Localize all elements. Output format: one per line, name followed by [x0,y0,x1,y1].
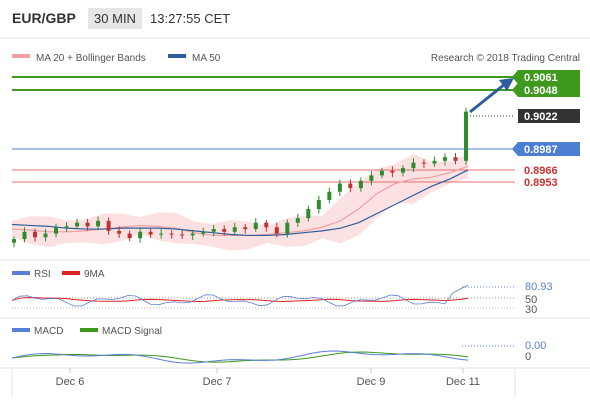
macd-signal-line [11,351,469,363]
macd-legend-label: MACD [34,326,63,337]
candle-body [358,180,363,189]
x-tick-label: Dec 6 [56,376,85,388]
ma50-legend-label: MA 50 [192,53,221,64]
price-level-pivot: 0.8987 [524,144,558,156]
candle-body [453,157,458,161]
candle-body [12,239,16,243]
candle-body [54,227,59,234]
candle-body [243,227,248,230]
candle-body [327,191,332,200]
rsi-tick-30: 30 [525,304,537,316]
ma50-legend-swatch [168,54,186,58]
candle-body [75,222,80,227]
pivot-label-box [518,142,580,156]
macd-tick-0: 0 [525,351,531,363]
candle-body [117,230,122,234]
candle-body [390,170,395,173]
candle-body [432,160,437,164]
rsi-legend-swatch [12,271,30,275]
price-level-support: 0.8953 [524,177,558,189]
x-tick-label: Dec 7 [203,376,232,388]
candle-body [369,175,374,181]
macd-legend-swatch [12,328,30,332]
macd-plot [11,345,515,364]
candle-body [379,170,384,176]
macd-line [11,350,469,364]
interval-badge [88,8,142,29]
candle-body [64,226,69,228]
candle-body [285,222,290,234]
macd-value: 0.00 [525,340,546,352]
candle-body [337,183,342,192]
candle-body [442,157,447,161]
candle-body [33,231,38,238]
candle-body [180,234,185,236]
macd-signal-legend-swatch [80,328,98,332]
candle-body [159,233,164,235]
current-label-box [518,109,580,123]
candle-body [106,220,111,231]
interval-label: 30 MIN [94,11,136,26]
credit-text: Research © 2018 Trading Central [431,53,580,64]
candle-body [264,222,269,228]
price-level-support: 0.8966 [524,165,558,177]
candlesticks [12,107,468,248]
resistance-label-pointer [512,70,518,84]
resistance-label-box [518,83,580,97]
macd-signal-legend-label: MACD Signal [102,326,162,337]
price-level-current: 0.9022 [524,111,558,123]
rsi-ma-legend-label: 9MA [84,269,105,280]
resistance-label-pointer [512,83,518,97]
candle-body [22,231,27,240]
x-tick-label: Dec 11 [446,376,480,388]
price-level-lines [12,76,515,183]
rsi-tick-50: 50 [525,294,537,306]
candle-body [190,233,195,236]
x-tick-label: Dec 9 [357,376,386,388]
currency-pair: EUR/GBP [12,10,76,26]
candle-body [96,220,101,227]
price-level-resistance: 0.9061 [524,72,558,84]
forecast-arrow-shaft [469,82,506,114]
candle-body [421,162,426,164]
candle-body [127,233,132,239]
candle-body [232,227,237,232]
x-axis-ticks: Dec 6 Dec 7 Dec 9 Dec 11 [56,368,480,388]
pivot-label-pointer [512,142,518,156]
candle-body [411,162,416,169]
candle-body [148,231,153,235]
rsi-value: 80.93 [525,281,553,293]
rsi-plot [11,284,515,309]
candle-body [211,229,216,232]
timestamp: 13:27:55 CET [150,11,230,26]
rsi-ma-line [11,296,469,303]
candle-body [274,227,279,234]
candle-body [169,233,174,235]
candle-body [316,199,321,210]
rsi-line [11,284,469,307]
forecast-arrow [469,78,514,114]
resistance-label-box [518,70,580,84]
candle-body [222,229,227,232]
candle-body [348,183,353,189]
candle-body [201,231,206,234]
ma20-legend-swatch [12,54,30,58]
candle-body [295,218,300,223]
candle-body [400,168,405,173]
candle-body [43,233,48,238]
candle-body [464,111,468,161]
forecast-arrow-head [499,78,514,91]
price-level-resistance: 0.9048 [524,85,558,97]
candle-body [253,222,258,230]
candle-body [138,231,143,239]
ma20-legend-label: MA 20 + Bollinger Bands [36,53,146,64]
candle-body [306,209,311,219]
rsi-ma-legend-swatch [62,271,80,275]
candle-body [85,222,90,227]
rsi-legend-label: RSI [34,269,51,280]
